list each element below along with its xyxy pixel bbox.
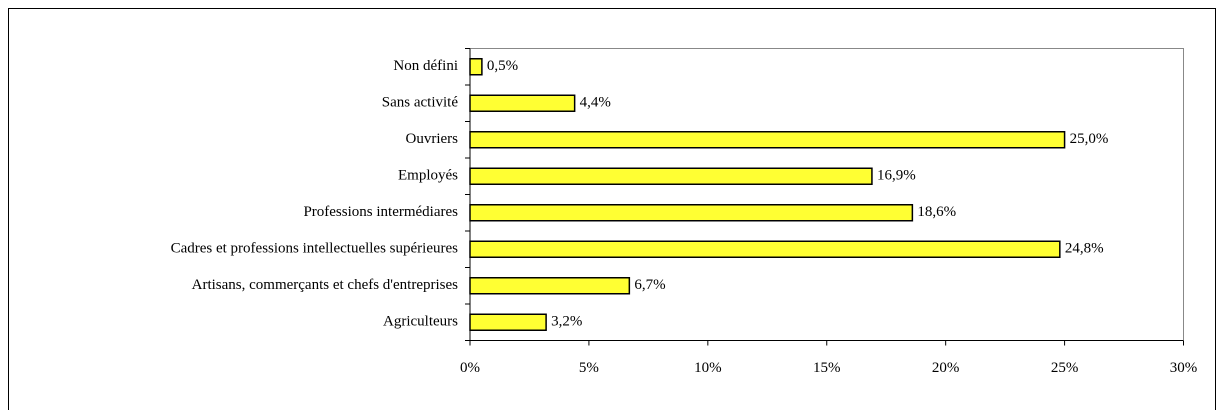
- y-tick-label: Agriculteurs: [383, 314, 458, 330]
- bar: [469, 204, 914, 222]
- x-tick-label: 0%: [460, 360, 480, 376]
- value-label: 4,4%: [580, 95, 611, 111]
- y-tick-label: Employés: [398, 168, 458, 184]
- bar: [469, 277, 631, 295]
- x-tick-label: 30%: [1170, 360, 1198, 376]
- y-tick-label: Artisans, commerçants et chefs d'entrepr…: [192, 277, 459, 293]
- value-label: 0,5%: [487, 58, 518, 74]
- value-label: 18,6%: [917, 204, 956, 220]
- value-label: 25,0%: [1070, 131, 1109, 147]
- value-label: 6,7%: [634, 277, 665, 293]
- y-tick-label: Professions intermédiares: [303, 204, 458, 220]
- x-tick-label: 5%: [579, 360, 599, 376]
- bar: [469, 240, 1061, 258]
- x-tick-label: 25%: [1051, 360, 1079, 376]
- x-tick-label: 10%: [694, 360, 722, 376]
- y-tick-label: Non défini: [393, 58, 458, 74]
- y-tick-label: Cadres et professions intellectuelles su…: [171, 241, 459, 257]
- y-tick-label: Sans activité: [382, 95, 459, 111]
- y-tick-label: Ouvriers: [406, 131, 459, 147]
- value-label: 16,9%: [877, 168, 916, 184]
- x-tick-label: 20%: [932, 360, 960, 376]
- bar: [469, 131, 1066, 149]
- bar: [469, 167, 873, 185]
- bar: [469, 58, 483, 76]
- bar: [469, 313, 547, 331]
- value-label: 24,8%: [1065, 241, 1104, 257]
- plot-border: [470, 48, 1184, 340]
- value-label: 3,2%: [551, 314, 582, 330]
- x-tick-label: 15%: [813, 360, 841, 376]
- bar: [469, 94, 576, 112]
